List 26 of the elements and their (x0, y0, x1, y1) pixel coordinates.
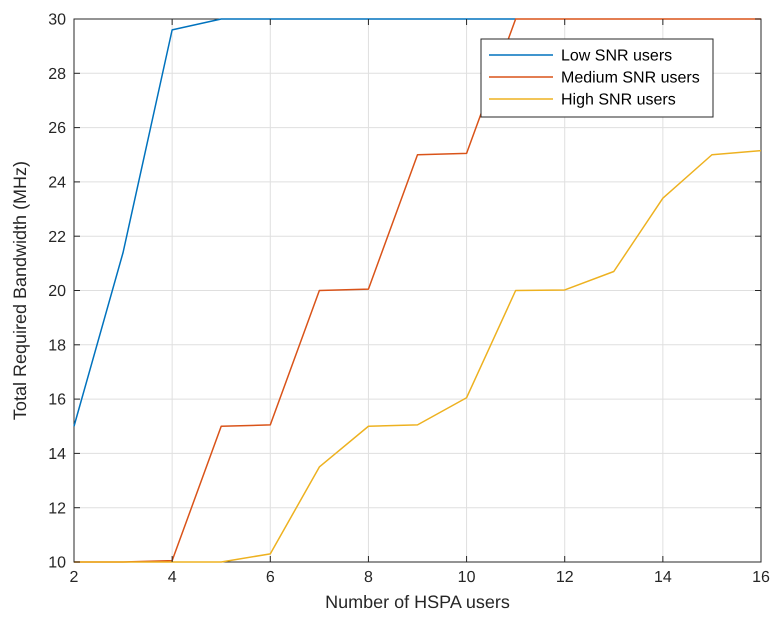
legend-label: High SNR users (561, 92, 676, 109)
y-tick-label: 10 (48, 554, 66, 572)
x-tick-label: 2 (70, 569, 79, 586)
x-tick-label: 10 (458, 569, 476, 586)
line-series (73, 150, 762, 563)
legend-label: Low SNR users (561, 48, 672, 65)
y-tick-label: 28 (48, 66, 66, 83)
x-tick-label: 8 (364, 569, 373, 586)
y-tick-label: 20 (48, 283, 66, 300)
y-tick-label: 30 (48, 12, 66, 29)
y-tick-label: 22 (48, 228, 66, 246)
legend-label: Medium SNR users (561, 70, 700, 87)
x-tick-label: 16 (752, 569, 770, 586)
x-tick-label: 4 (168, 569, 177, 586)
x-tick-label: 6 (266, 569, 275, 586)
y-tick-label: 14 (48, 446, 66, 463)
x-tick-label: 12 (556, 569, 574, 586)
y-tick-label: 18 (48, 337, 66, 354)
y-axis-title: Total Required Bandwidth (MHz) (10, 160, 30, 420)
line-series (73, 18, 516, 427)
y-tick-label: 16 (48, 392, 66, 409)
x-axis-title: Number of HSPA users (325, 592, 510, 612)
y-tick-label: 26 (48, 120, 66, 138)
x-tick-label: 14 (654, 569, 672, 586)
y-tick-label: 24 (48, 174, 66, 192)
y-tick-label: 12 (48, 500, 66, 518)
